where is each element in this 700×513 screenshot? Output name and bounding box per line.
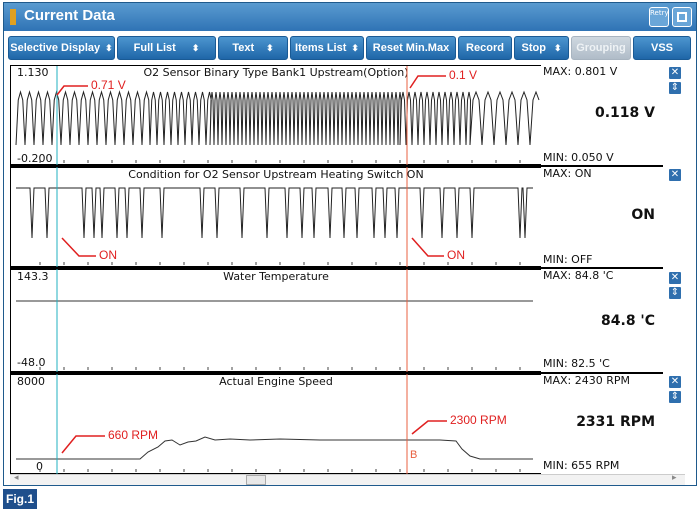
title-marker-icon [10, 9, 16, 25]
rpm-right-annotation: 2300 RPM [450, 413, 507, 427]
vss-label: VSS [650, 42, 673, 54]
rpm-right-arrow [411, 420, 447, 435]
window-title: Current Data [24, 7, 115, 24]
horizontal-scrollbar[interactable]: ◂ ▸ [10, 473, 685, 485]
title-bar: Current Data Retry [4, 3, 696, 31]
panel-separator [10, 372, 663, 374]
o2-scale-min: -0.200 [17, 152, 53, 165]
maximize-icon [677, 12, 687, 22]
text-label: Text [232, 42, 255, 54]
panel-separator [10, 267, 663, 269]
toolbar: Selective Display ⬍ Full List ⬍ Text ⬍ Item… [4, 33, 696, 63]
sw-max-value: MAX: ON [543, 167, 592, 180]
engine-speed-line [16, 436, 533, 460]
o2-current-value: 0.118 V [595, 105, 655, 121]
water-temp-max-value: MAX: 84.8 'C [543, 269, 614, 282]
o2-left-arrow [56, 85, 88, 96]
water-temp-scale-max: 143.3 [17, 270, 49, 283]
sw-close-icon[interactable]: ✕ [669, 169, 681, 181]
selective-display-button[interactable]: Selective Display ⬍ [8, 36, 115, 60]
heating-switch-waveform [16, 187, 533, 239]
water-temp-min-value: MIN: 82.5 'C [543, 357, 610, 370]
rpm-left-annotation: 660 RPM [108, 428, 159, 442]
o2-left-annotation: 0.71 V [91, 78, 126, 92]
rpm-scale-min: 0 [36, 460, 43, 473]
water-temp-move-icon[interactable]: ⇕ [669, 287, 681, 299]
sw-left-annotation: ON [99, 248, 117, 262]
items-list-label: Items List [295, 42, 347, 54]
sw-right-arrow [411, 237, 444, 257]
full-list-label: Full List [133, 42, 176, 54]
engine-speed-graph[interactable] [10, 374, 542, 474]
record-label: Record [466, 42, 504, 54]
heating-switch-title: Condition for O2 Sensor Upstream Heating… [128, 168, 424, 181]
reset-min-max-label: Reset Min.Max [372, 42, 450, 54]
o2-max-value: MAX: 0.801 V [543, 65, 618, 78]
sw-right-annotation: ON [447, 248, 465, 262]
dropdown-arrows-icon: ⬍ [105, 42, 113, 53]
water-temp-current-value: 84.8 'C [601, 313, 655, 329]
heating-switch-graph[interactable] [10, 167, 542, 267]
retry-button[interactable]: Retry [649, 7, 669, 27]
selective-display-label: Selective Display [10, 42, 101, 54]
dropdown-arrows-icon: ⬍ [351, 42, 359, 53]
full-list-button[interactable]: Full List ⬍ [117, 36, 216, 60]
panel-separator [10, 165, 663, 167]
rpm-left-arrow [61, 435, 105, 454]
cursor-b-label: B [410, 449, 418, 461]
heating-switch-value-panel: MAX: ON ON MIN: OFF [541, 167, 663, 267]
scroll-thumb[interactable] [246, 475, 266, 485]
vss-button[interactable]: VSS [633, 36, 691, 60]
stop-button[interactable]: Stop ⬍ [514, 36, 569, 60]
text-button[interactable]: Text ⬍ [218, 36, 288, 60]
o2-right-arrow [409, 75, 446, 89]
o2-waveform-path [15, 90, 540, 146]
water-temp-close-icon[interactable]: ✕ [669, 272, 681, 284]
scroll-right-icon[interactable]: ▸ [672, 473, 677, 483]
items-list-button[interactable]: Items List ⬍ [290, 36, 364, 60]
dropdown-arrows-icon: ⬍ [266, 42, 274, 53]
sw-left-arrow [61, 237, 96, 257]
time-ticks [39, 160, 521, 472]
o2-sensor-waveform [15, 90, 540, 146]
o2-close-icon[interactable]: ✕ [669, 67, 681, 79]
rpm-scale-max: 8000 [17, 375, 45, 388]
grouping-label: Grouping [576, 42, 626, 54]
record-button[interactable]: Record [458, 36, 512, 60]
maximize-button[interactable] [672, 7, 692, 27]
o2-scale-max: 1.130 [17, 66, 49, 79]
rpm-current-value: 2331 RPM [576, 414, 655, 430]
grouping-button[interactable]: Grouping [571, 36, 631, 60]
o2-value-panel: MAX: 0.801 V 0.118 V MIN: 0.050 V [541, 65, 663, 165]
rpm-min-value: MIN: 655 RPM [543, 459, 620, 472]
water-temperature-title: Water Temperature [223, 270, 329, 283]
o2-sensor-title: O2 Sensor Binary Type Bank1 Upstream(Opt… [143, 66, 409, 79]
dropdown-arrows-icon: ⬍ [191, 42, 200, 53]
dropdown-arrows-icon: ⬍ [553, 42, 562, 53]
engine-speed-value-panel: MAX: 2430 RPM 2331 RPM MIN: 655 RPM [541, 374, 663, 474]
water-temperature-graph[interactable] [10, 269, 542, 372]
stop-label: Stop [521, 42, 546, 54]
o2-move-icon[interactable]: ⇕ [669, 82, 681, 94]
switch-waveform-path [16, 187, 533, 239]
rpm-close-icon[interactable]: ✕ [669, 376, 681, 388]
o2-right-annotation: 0.1 V [449, 68, 478, 82]
water-temp-scale-min: -48.0 [17, 356, 46, 369]
scroll-left-icon[interactable]: ◂ [14, 473, 19, 483]
sw-min-value: MIN: OFF [543, 253, 593, 266]
sw-current-value: ON [631, 207, 655, 223]
water-temp-value-panel: MAX: 84.8 'C 84.8 'C MIN: 82.5 'C [541, 269, 663, 372]
engine-speed-title: Actual Engine Speed [219, 375, 333, 388]
rpm-max-value: MAX: 2430 RPM [543, 374, 631, 387]
figure-label: Fig.1 [3, 489, 37, 509]
reset-min-max-button[interactable]: Reset Min.Max [366, 36, 456, 60]
retry-label: Retry [650, 9, 669, 17]
rpm-move-icon[interactable]: ⇕ [669, 391, 681, 403]
o2-min-value: MIN: 0.050 V [543, 151, 614, 164]
